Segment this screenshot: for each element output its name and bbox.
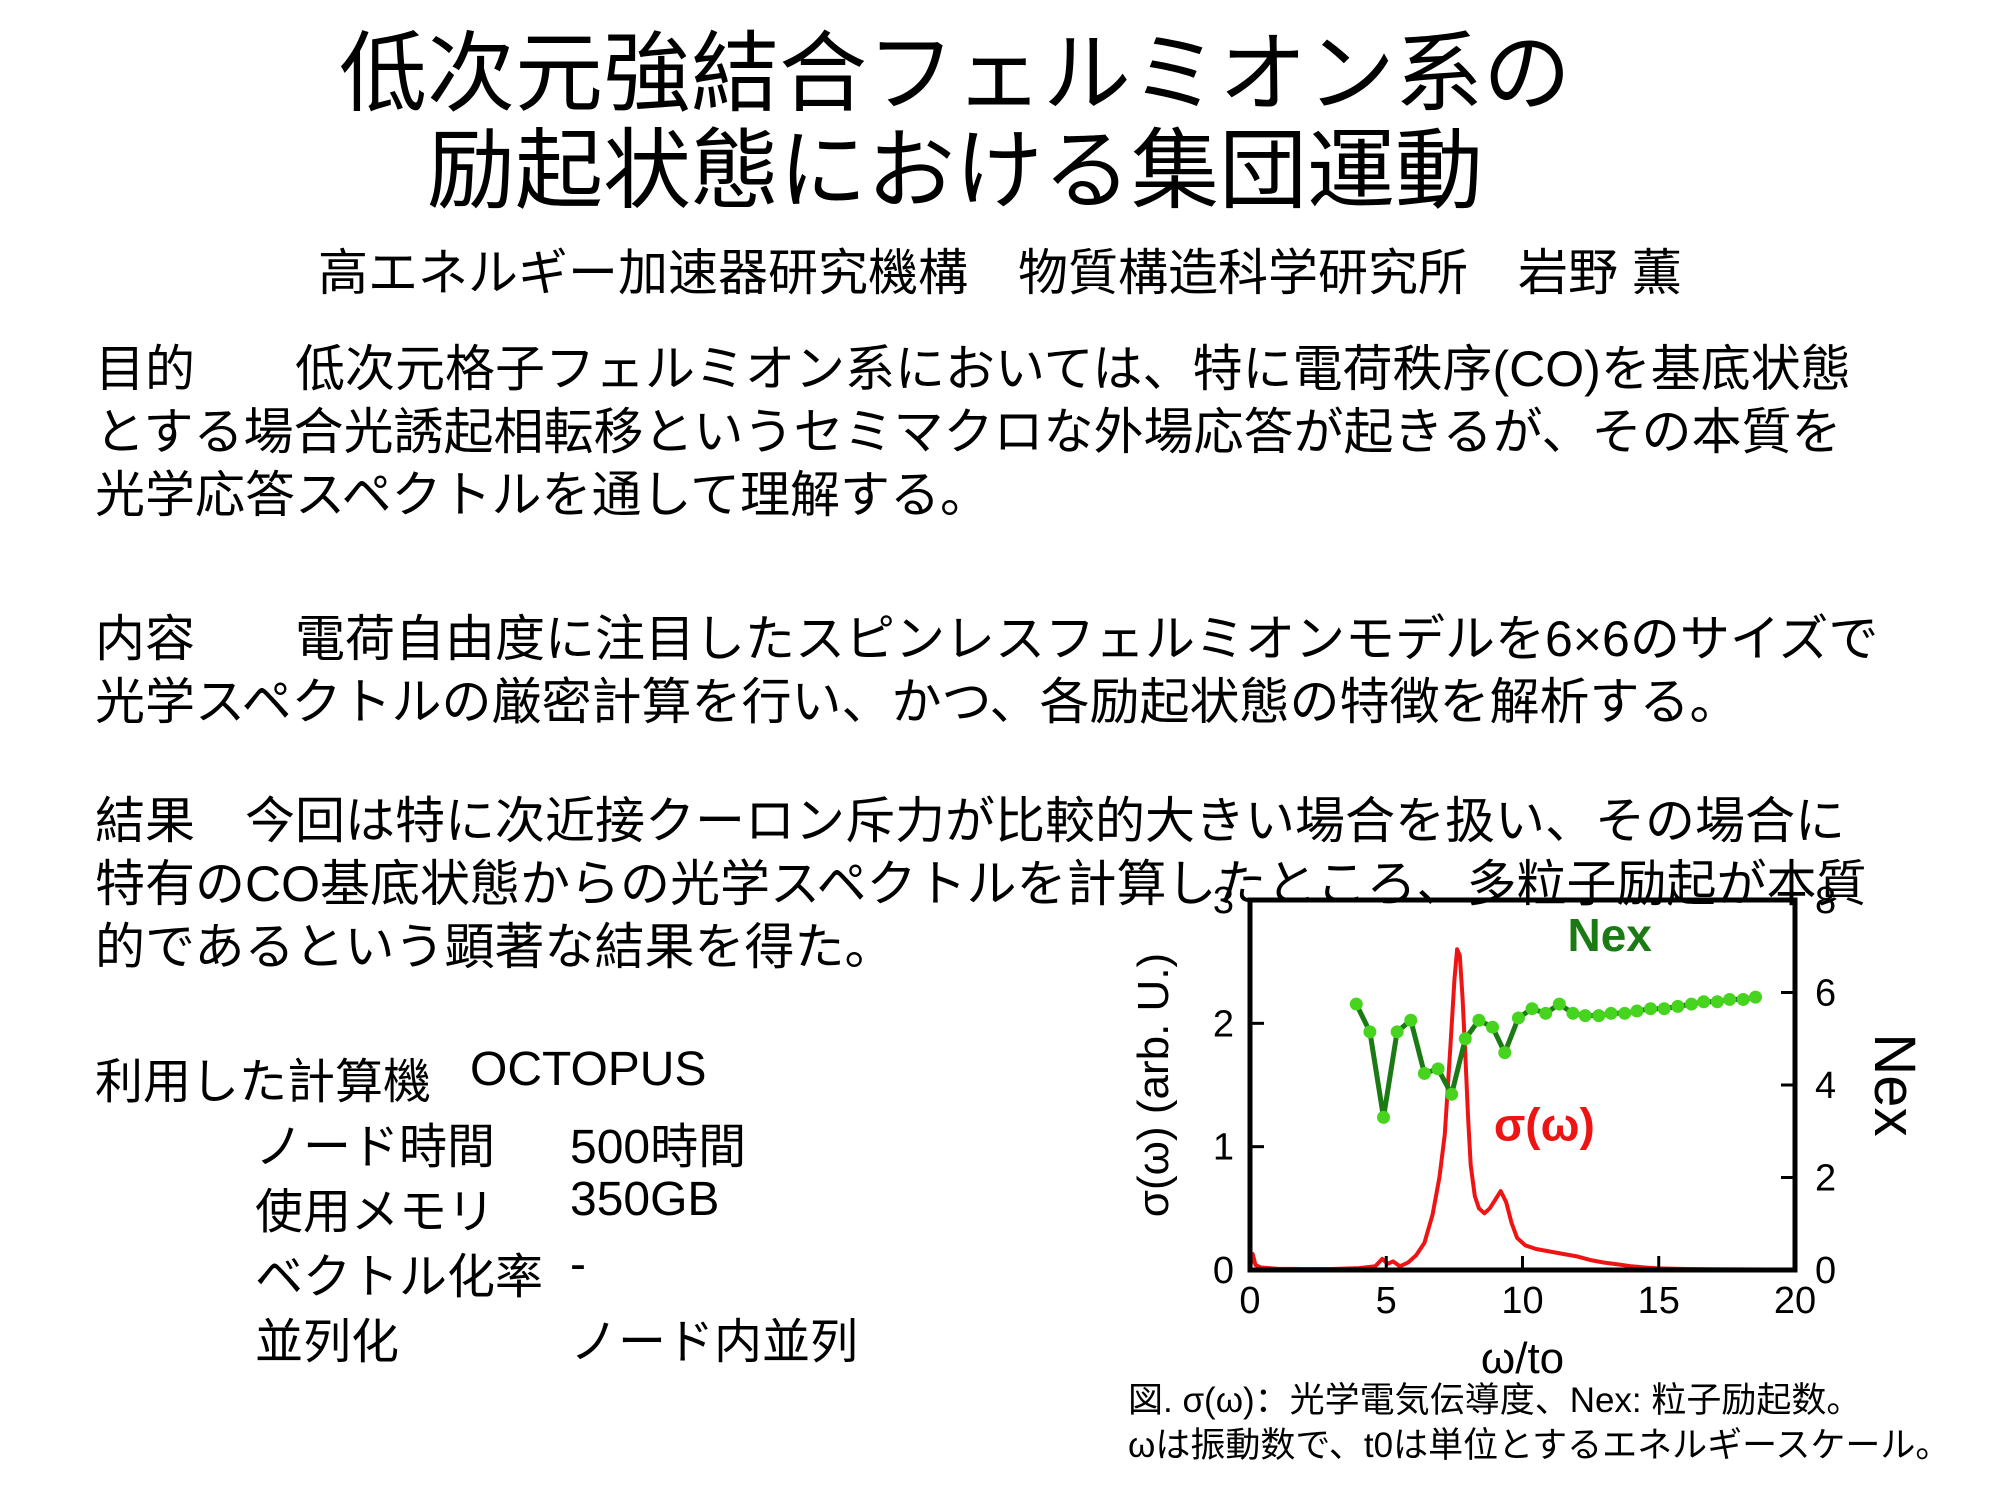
purpose-paragraph: 目的 低次元格子フェルミオン系においては、特に電荷秩序(CO)を基底状態 とする… bbox=[95, 338, 1955, 527]
page-title-line2: 励起状態における集団運動 bbox=[426, 121, 1483, 220]
y-right-tick-label: 6 bbox=[1815, 973, 1836, 1015]
computer-specs: 利用した計算機 OCTOPUS ノード時間 500時間 使用メモリ 350GB … bbox=[95, 1042, 858, 1369]
spec-row-parallelization: 並列化 ノード内並列 bbox=[95, 1302, 858, 1369]
figure-caption: 図. σ(ω)：光学電気伝導度、Nex: 粒子励起数。 ωは振動数で、t0は単位… bbox=[1128, 1378, 2000, 1468]
spec-label: ノード時間 bbox=[255, 1121, 496, 1174]
y-right-tick-label: 2 bbox=[1815, 1158, 1836, 1200]
paragraph-line: 光学応答スペクトルを通して理解する。 bbox=[95, 467, 990, 523]
series-marker-Nex bbox=[1349, 997, 1363, 1011]
series-marker-Nex bbox=[1723, 992, 1737, 1006]
series-marker-Nex bbox=[1671, 999, 1685, 1013]
y-axis-label-right: Nex bbox=[1862, 1033, 1920, 1136]
annotation-σ(ω): σ(ω) bbox=[1494, 1099, 1595, 1151]
y-right-tick-label: 8 bbox=[1815, 880, 1836, 922]
specs-heading-row: 利用した計算機 OCTOPUS bbox=[95, 1042, 858, 1109]
series-marker-Nex bbox=[1498, 1046, 1512, 1060]
annotation-Nex: Nex bbox=[1568, 909, 1653, 961]
spec-label: 使用メモリ bbox=[255, 1186, 496, 1239]
series-marker-Nex bbox=[1525, 1002, 1539, 1016]
affiliation: 高エネルギー加速器研究機構 物質構造科学研究所 岩野 薫 bbox=[318, 245, 1682, 301]
specs-heading-label: 利用した計算機 bbox=[95, 1056, 432, 1109]
series-marker-Nex bbox=[1618, 1006, 1632, 1020]
spec-row-vectorization: ベクトル化率 - bbox=[95, 1237, 858, 1304]
paragraph-line: 結果 今回は特に次近接クーロン斥力が比較的大きい場合を扱い、その場合に bbox=[95, 793, 1845, 849]
y-left-tick-label: 2 bbox=[1213, 1003, 1234, 1045]
series-marker-Nex bbox=[1697, 995, 1711, 1009]
x-axis-label: ω/to bbox=[1481, 1334, 1564, 1383]
result-paragraph: 結果 今回は特に次近接クーロン斥力が比較的大きい場合を扱い、その場合に 特有のC… bbox=[95, 790, 1955, 979]
series-marker-Nex bbox=[1604, 1006, 1618, 1020]
paragraph-line: 目的 低次元格子フェルミオン系においては、特に電荷秩序(CO)を基底状態 bbox=[95, 341, 1851, 397]
series-marker-Nex bbox=[1644, 1002, 1658, 1016]
y-left-tick-label: 0 bbox=[1213, 1250, 1234, 1292]
series-marker-Nex bbox=[1684, 997, 1698, 1011]
series-marker-Nex bbox=[1472, 1013, 1486, 1027]
series-marker-Nex bbox=[1566, 1006, 1580, 1020]
x-tick-label: 10 bbox=[1501, 1280, 1543, 1322]
spec-row-node-hours: ノード時間 500時間 bbox=[95, 1107, 858, 1174]
spec-value: 350GB bbox=[570, 1173, 720, 1226]
x-tick-label: 0 bbox=[1239, 1280, 1260, 1322]
y-left-tick-label: 1 bbox=[1213, 1127, 1234, 1169]
series-marker-Nex bbox=[1404, 1013, 1418, 1027]
series-marker-Nex bbox=[1445, 1087, 1459, 1101]
specs-heading-value: OCTOPUS bbox=[470, 1043, 707, 1096]
paragraph-line: 内容 電荷自由度に注目したスピンレスフェルミオンモデルを6×6のサイズで bbox=[95, 611, 1879, 667]
page-title-line1: 低次元強結合フェルミオン系の bbox=[338, 24, 1571, 123]
series-marker-Nex bbox=[1657, 1002, 1671, 1016]
x-tick-label: 15 bbox=[1638, 1280, 1680, 1322]
paragraph-line: 特有のCO基底状態からの光学スペクトルを計算したところ、多粒子励起が本質 bbox=[95, 856, 1867, 912]
figure-caption-line: ωは振動数で、t0は単位とするエネルギースケール。 bbox=[1128, 1426, 1951, 1465]
spec-value: - bbox=[570, 1238, 586, 1291]
paragraph-line: 光学スペクトルの厳密計算を行い、かつ、各励起状態の特徴を解析する。 bbox=[95, 674, 1740, 730]
x-tick-label: 20 bbox=[1774, 1280, 1816, 1322]
series-marker-Nex bbox=[1390, 1025, 1404, 1039]
series-marker-Nex bbox=[1363, 1025, 1377, 1039]
paragraph-line: 的であるという顕著な結果を得た。 bbox=[95, 919, 895, 975]
spec-value: ノード内並列 bbox=[570, 1316, 859, 1369]
series-marker-Nex bbox=[1458, 1032, 1472, 1046]
series-marker-Nex bbox=[1377, 1110, 1391, 1124]
y-right-tick-label: 4 bbox=[1815, 1065, 1836, 1107]
y-left-tick-label: 3 bbox=[1213, 880, 1234, 922]
series-marker-Nex bbox=[1511, 1011, 1525, 1025]
x-tick-label: 5 bbox=[1376, 1280, 1397, 1322]
spec-value: 500時間 bbox=[570, 1121, 747, 1174]
series-line-σ(ω) bbox=[1248, 947, 1797, 1272]
series-marker-Nex bbox=[1630, 1004, 1644, 1018]
series-marker-Nex bbox=[1592, 1009, 1606, 1023]
series-marker-Nex bbox=[1417, 1066, 1431, 1080]
spec-label: 並列化 bbox=[255, 1316, 400, 1369]
plot-frame bbox=[1247, 897, 1798, 1273]
y-axis-label-left: σ(ω) (arb. U.) bbox=[1130, 953, 1178, 1217]
series-marker-Nex bbox=[1431, 1062, 1445, 1076]
content-paragraph: 内容 電荷自由度に注目したスピンレスフェルミオンモデルを6×6のサイズで 光学ス… bbox=[95, 608, 1955, 734]
series-marker-Nex bbox=[1552, 997, 1566, 1011]
series-marker-Nex bbox=[1539, 1006, 1553, 1020]
series-marker-Nex bbox=[1486, 1020, 1500, 1034]
series-marker-Nex bbox=[1710, 995, 1724, 1009]
spec-label: ベクトル化率 bbox=[255, 1251, 544, 1304]
series-marker-Nex bbox=[1736, 992, 1750, 1006]
paragraph-line: とする場合光誘起相転移というセミマクロな外場応答が起きるが、その本質を bbox=[95, 404, 1842, 460]
series-marker-Nex bbox=[1578, 1009, 1592, 1023]
figure-caption-line: 図. σ(ω)：光学電気伝導度、Nex: 粒子励起数。 bbox=[1128, 1381, 1862, 1420]
page-title: 低次元強結合フェルミオン系の 励起状態における集団運動 bbox=[0, 25, 1910, 219]
y-right-tick-label: 0 bbox=[1815, 1250, 1836, 1292]
series-marker-Nex bbox=[1748, 990, 1762, 1004]
spec-row-memory: 使用メモリ 350GB bbox=[95, 1172, 858, 1239]
